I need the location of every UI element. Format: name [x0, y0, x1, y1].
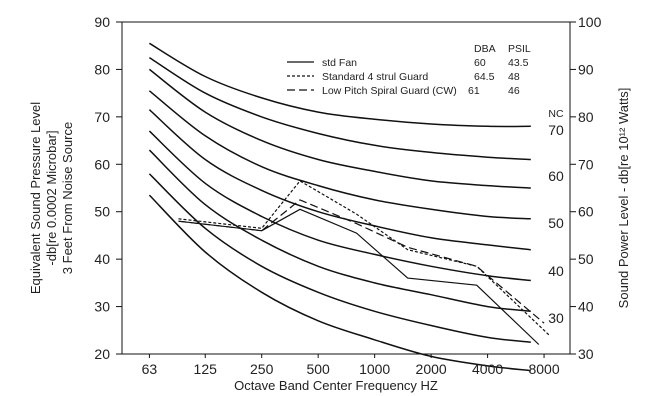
- y-left-tick-label: 40: [94, 251, 110, 267]
- y-right-tick-label: 90: [578, 61, 594, 77]
- y-left-axis-label-line-3: 3 Feet From Noise Source: [60, 122, 75, 274]
- y-left-tick-label: 70: [94, 109, 110, 125]
- axes-layer: 20 30 40 50 60 70 80 90 30 40 50 60 70 80 90 100 63 125 25…: [94, 14, 601, 377]
- nc-curve-8: [148, 56, 531, 161]
- x-tick-label: 4000: [472, 361, 503, 377]
- legend-dba-1: 60: [474, 57, 486, 69]
- x-tick-label: 1000: [359, 361, 390, 377]
- x-axis-label: Octave Band Center Frequency HZ: [234, 378, 438, 393]
- legend-header-psil: PSIL: [508, 43, 531, 55]
- nc-label-70: 70: [548, 122, 564, 138]
- x-tick-label: 63: [142, 361, 158, 377]
- y-right-axis-label: Sound Power Level - db[re 10¹² Watts]: [616, 88, 631, 309]
- x-tick-label: 2000: [416, 361, 447, 377]
- y-left-tick-label: 80: [94, 61, 110, 77]
- legend-psil-1: 43.5: [508, 57, 529, 69]
- series-line-1: [178, 208, 540, 345]
- legend-psil-3: 46: [508, 85, 520, 97]
- legend-psil-2: 48: [508, 71, 520, 83]
- nc-label-30: 30: [548, 310, 564, 326]
- y-left-tick-label: 30: [94, 299, 110, 315]
- legend-label-2: Standard 4 strul Guard: [322, 71, 428, 83]
- nc-curve-5: [148, 109, 531, 251]
- y-left-tick-label: 20: [94, 346, 110, 362]
- nc-label-60: 60: [548, 168, 564, 184]
- series-line-3: [178, 199, 545, 324]
- y-right-tick-label: 60: [578, 204, 594, 220]
- legend-header-dba: DBA: [474, 43, 496, 55]
- y-right-tick-label: 80: [578, 109, 594, 125]
- nc-curve-9: [149, 42, 531, 128]
- nc-curve-1: [148, 194, 531, 372]
- nc-label-50: 50: [548, 215, 564, 231]
- x-tick-label: 8000: [528, 361, 559, 377]
- nc-curve-4: [148, 130, 531, 282]
- y-right-tick-label: 50: [578, 251, 594, 267]
- nc-label-40: 40: [548, 263, 564, 279]
- y-left-axis-label-line-2: -db[re 0.0002 Microbar]: [44, 130, 59, 265]
- y-right-tick-label: 70: [578, 156, 594, 172]
- nc-header: NC: [548, 108, 564, 120]
- y-right-tick-label: 100: [578, 14, 602, 30]
- y-left-axis-label-line-1: Equivalent Sound Pressure Level: [28, 102, 43, 294]
- nc-curve-3: [148, 149, 531, 313]
- nc-curves-layer: [148, 42, 531, 372]
- nc-curve-2: [148, 173, 531, 343]
- y-right-tick-label: 30: [578, 346, 594, 362]
- data-series-layer: [178, 180, 550, 345]
- axis-labels-layer: Octave Band Center Frequency HZ Equivalen…: [28, 88, 631, 393]
- series-line-2: [178, 180, 550, 336]
- x-tick-label: 125: [194, 361, 218, 377]
- y-left-tick-label: 90: [94, 14, 110, 30]
- y-left-tick-label: 60: [94, 156, 110, 172]
- y-left-tick-label: 50: [94, 204, 110, 220]
- nc-curve-6: [148, 90, 531, 220]
- nc-curve-7: [148, 68, 531, 189]
- x-tick-label: 500: [306, 361, 330, 377]
- legend-label-3: Low Pitch Spiral Guard (CW): [322, 85, 457, 97]
- y-right-tick-label: 40: [578, 299, 594, 315]
- legend-label-1: std Fan: [322, 57, 357, 69]
- x-tick-label: 250: [250, 361, 274, 377]
- nc-label-layer: NC 70 60 50 40 30: [548, 108, 564, 326]
- legend: DBA PSIL std Fan 60 43.5 Standard 4 strul Gua…: [287, 43, 531, 97]
- legend-dba-3: 61: [468, 85, 480, 97]
- legend-dba-2: 64.5: [474, 71, 495, 83]
- plot-frame: [121, 21, 571, 355]
